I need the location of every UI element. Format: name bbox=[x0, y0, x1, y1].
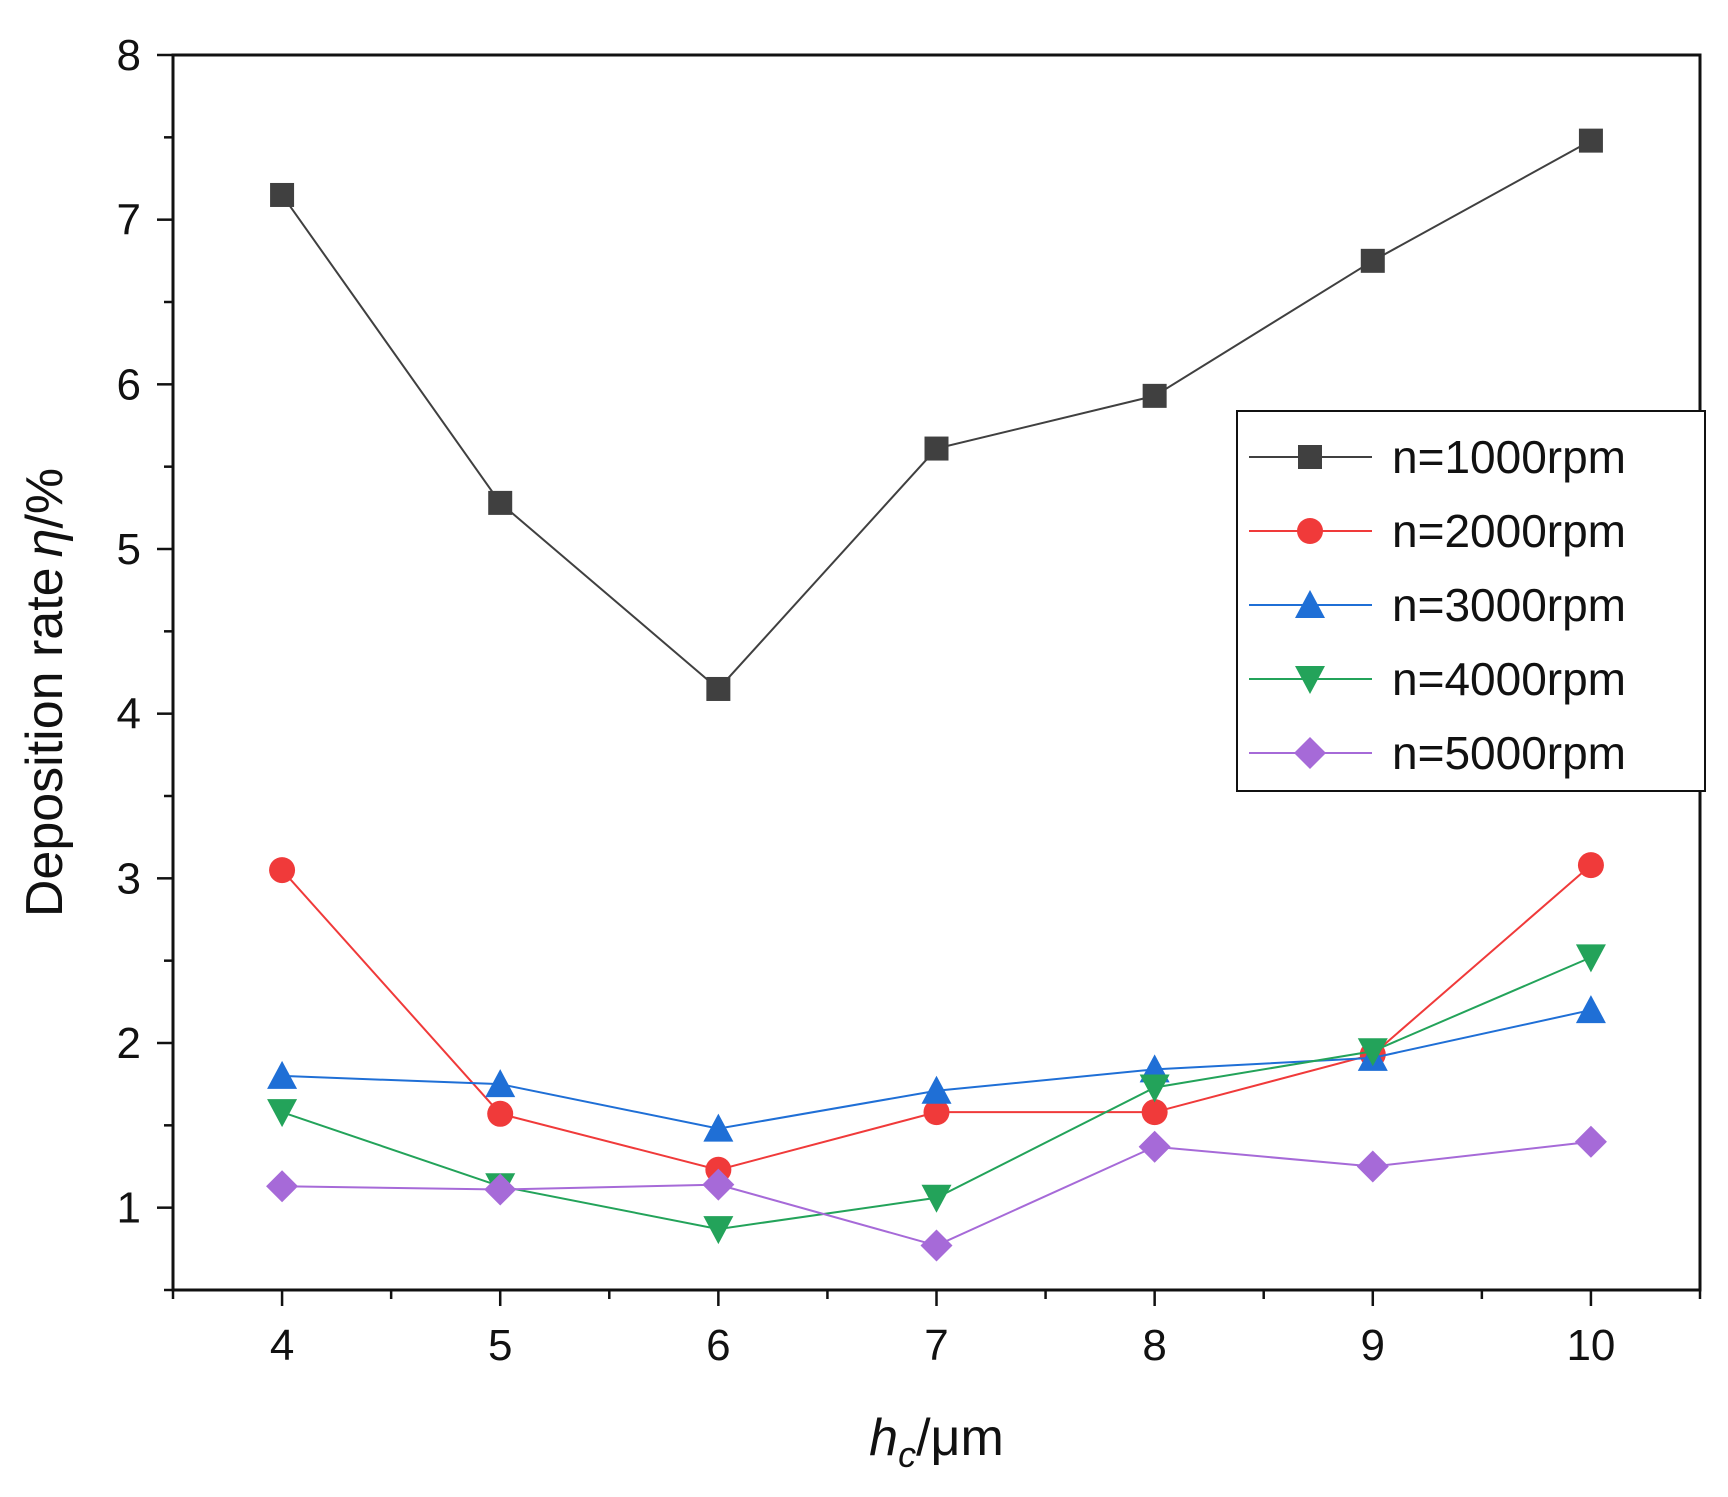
x-tick-label: 10 bbox=[1566, 1321, 1615, 1370]
legend-marker bbox=[1295, 590, 1325, 618]
y-tick-label: 5 bbox=[117, 525, 141, 574]
x-tick-label: 4 bbox=[270, 1321, 294, 1370]
legend-marker bbox=[1297, 518, 1323, 544]
data-point bbox=[1142, 383, 1167, 408]
data-point bbox=[921, 1184, 952, 1213]
y-tick-labels: 1 2 3 4 5 6 7 8 bbox=[117, 31, 141, 1233]
y-tick-label: 3 bbox=[117, 854, 141, 903]
series-n=1000rpm bbox=[270, 128, 1603, 701]
series-layer bbox=[266, 128, 1607, 1262]
data-point bbox=[924, 436, 949, 461]
data-point bbox=[923, 1099, 950, 1126]
data-point bbox=[920, 1229, 953, 1262]
data-point bbox=[485, 1069, 516, 1098]
y-tick-label: 7 bbox=[117, 196, 141, 245]
data-point bbox=[267, 1060, 298, 1089]
x-axis-label: hc/μm bbox=[869, 1409, 1004, 1475]
data-point bbox=[703, 1113, 734, 1142]
legend-label: n=1000rpm bbox=[1392, 431, 1626, 483]
data-point bbox=[1360, 248, 1385, 273]
axes-ticks bbox=[157, 53, 1702, 1306]
legend-marker bbox=[1298, 445, 1322, 469]
legend-label: n=5000rpm bbox=[1392, 727, 1626, 779]
data-point bbox=[267, 1099, 298, 1128]
series-n=2000rpm bbox=[269, 852, 1604, 1183]
data-point bbox=[1139, 1074, 1170, 1103]
legend-marker bbox=[1295, 666, 1325, 694]
data-point bbox=[269, 857, 296, 884]
legend-item: n=4000rpm bbox=[1249, 653, 1626, 705]
data-point bbox=[1357, 1038, 1388, 1067]
legend-label: n=2000rpm bbox=[1392, 505, 1626, 557]
data-point bbox=[1141, 1099, 1168, 1126]
x-tick-label: 8 bbox=[1142, 1321, 1166, 1370]
data-point bbox=[488, 490, 513, 515]
x-tick-label: 9 bbox=[1361, 1321, 1385, 1370]
y-axis-label: Deposition rateη/% bbox=[16, 468, 74, 917]
data-point bbox=[1577, 852, 1604, 879]
x-tick-label: 6 bbox=[706, 1321, 730, 1370]
data-point bbox=[1138, 1130, 1171, 1163]
legend-item: n=2000rpm bbox=[1249, 505, 1626, 557]
data-point bbox=[270, 182, 295, 207]
data-point bbox=[703, 1216, 734, 1245]
x-tick-label: 5 bbox=[488, 1321, 512, 1370]
data-point bbox=[1575, 995, 1606, 1024]
y-tick-label: 2 bbox=[117, 1019, 141, 1068]
legend-marker bbox=[1294, 737, 1326, 769]
data-point bbox=[1578, 128, 1603, 153]
x-tick-labels: 4 5 6 7 8 9 10 bbox=[270, 1321, 1616, 1370]
data-point bbox=[706, 676, 731, 701]
data-point bbox=[1575, 944, 1606, 973]
data-point bbox=[484, 1173, 517, 1206]
y-tick-label: 1 bbox=[117, 1184, 141, 1233]
legend-label: n=3000rpm bbox=[1392, 579, 1626, 631]
data-point bbox=[921, 1075, 952, 1104]
legend: n=1000rpm n=2000rpm n=3000rpm n=4000rpm n=50… bbox=[1236, 410, 1706, 792]
data-point bbox=[1574, 1125, 1607, 1158]
x-tick-label: 7 bbox=[924, 1321, 948, 1370]
data-point bbox=[266, 1170, 299, 1203]
legend-item: n=1000rpm bbox=[1249, 431, 1626, 483]
series-n=5000rpm bbox=[266, 1125, 1607, 1262]
data-point bbox=[1356, 1150, 1389, 1183]
legend-item: n=5000rpm bbox=[1249, 727, 1626, 779]
y-tick-label: 6 bbox=[117, 360, 141, 409]
legend-item: n=3000rpm bbox=[1249, 579, 1626, 631]
legend-label: n=4000rpm bbox=[1392, 653, 1626, 705]
data-point bbox=[702, 1168, 735, 1201]
y-tick-label: 8 bbox=[117, 31, 141, 80]
y-tick-label: 4 bbox=[117, 690, 141, 739]
data-point bbox=[487, 1100, 514, 1127]
